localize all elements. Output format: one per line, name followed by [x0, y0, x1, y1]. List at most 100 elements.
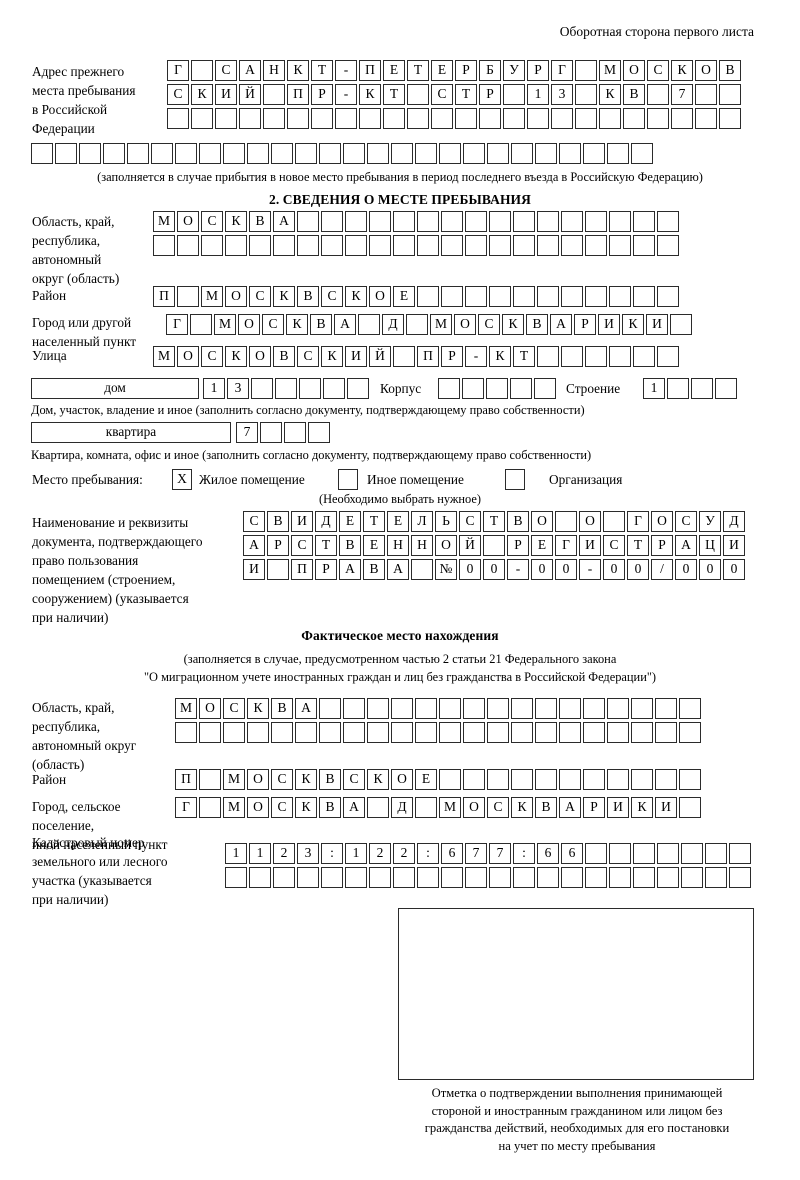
character-cell[interactable]: К: [287, 60, 309, 81]
character-cell[interactable]: И: [598, 314, 620, 335]
character-cell[interactable]: Г: [167, 60, 189, 81]
character-cell[interactable]: [486, 378, 508, 399]
character-cell[interactable]: [503, 84, 525, 105]
character-cell[interactable]: [585, 211, 607, 232]
character-cell[interactable]: [623, 108, 645, 129]
character-cell[interactable]: [657, 867, 679, 888]
character-cell[interactable]: [657, 843, 679, 864]
character-cell[interactable]: [585, 346, 607, 367]
character-cell[interactable]: [719, 108, 741, 129]
character-cell[interactable]: [199, 722, 221, 743]
character-cell[interactable]: Р: [527, 60, 549, 81]
character-cell[interactable]: [225, 867, 247, 888]
character-cell[interactable]: [415, 143, 437, 164]
character-cell[interactable]: 1: [203, 378, 225, 399]
character-cell[interactable]: 0: [459, 559, 481, 580]
character-cell[interactable]: [367, 698, 389, 719]
character-cell[interactable]: [417, 867, 439, 888]
character-cell[interactable]: [199, 769, 221, 790]
character-cell[interactable]: Е: [363, 535, 385, 556]
character-cell[interactable]: У: [699, 511, 721, 532]
character-cell[interactable]: С: [262, 314, 284, 335]
character-cell[interactable]: А: [295, 698, 317, 719]
character-cell[interactable]: [691, 378, 713, 399]
character-cell[interactable]: [391, 143, 413, 164]
character-cell[interactable]: [343, 722, 365, 743]
character-cell[interactable]: [199, 143, 221, 164]
character-cell[interactable]: П: [359, 60, 381, 81]
character-cell[interactable]: [415, 797, 437, 818]
character-cell[interactable]: [679, 698, 701, 719]
character-cell[interactable]: [463, 722, 485, 743]
character-cell[interactable]: [511, 698, 533, 719]
character-cell[interactable]: /: [651, 559, 673, 580]
character-cell[interactable]: 0: [699, 559, 721, 580]
character-cell[interactable]: Н: [411, 535, 433, 556]
character-cell[interactable]: [655, 769, 677, 790]
character-cell[interactable]: М: [439, 797, 461, 818]
character-cell[interactable]: [393, 211, 415, 232]
character-cell[interactable]: [695, 84, 717, 105]
character-cell[interactable]: К: [345, 286, 367, 307]
character-cell[interactable]: [609, 346, 631, 367]
character-cell[interactable]: С: [321, 286, 343, 307]
character-cell[interactable]: Д: [723, 511, 745, 532]
character-cell[interactable]: [393, 867, 415, 888]
character-cell[interactable]: [251, 378, 273, 399]
character-cell[interactable]: [31, 143, 53, 164]
character-cell[interactable]: [177, 286, 199, 307]
character-cell[interactable]: П: [153, 286, 175, 307]
character-cell[interactable]: [695, 108, 717, 129]
character-cell[interactable]: П: [417, 346, 439, 367]
character-cell[interactable]: С: [243, 511, 265, 532]
character-cell[interactable]: [439, 769, 461, 790]
character-cell[interactable]: С: [343, 769, 365, 790]
character-cell[interactable]: [537, 235, 559, 256]
character-cell[interactable]: К: [489, 346, 511, 367]
character-cell[interactable]: -: [335, 60, 357, 81]
character-cell[interactable]: [489, 235, 511, 256]
character-cell[interactable]: [657, 286, 679, 307]
character-cell[interactable]: [719, 84, 741, 105]
character-cell[interactable]: В: [319, 797, 341, 818]
character-cell[interactable]: Д: [315, 511, 337, 532]
character-cell[interactable]: С: [487, 797, 509, 818]
character-cell[interactable]: И: [579, 535, 601, 556]
character-cell[interactable]: Е: [431, 60, 453, 81]
character-cell[interactable]: [487, 769, 509, 790]
character-cell[interactable]: [527, 108, 549, 129]
character-cell[interactable]: Т: [311, 60, 333, 81]
character-cell[interactable]: [127, 143, 149, 164]
character-cell[interactable]: О: [651, 511, 673, 532]
character-cell[interactable]: [249, 867, 271, 888]
character-cell[interactable]: Г: [166, 314, 188, 335]
character-cell[interactable]: М: [214, 314, 236, 335]
character-cell[interactable]: [609, 867, 631, 888]
character-cell[interactable]: Р: [583, 797, 605, 818]
character-cell[interactable]: С: [201, 346, 223, 367]
character-cell[interactable]: [489, 286, 511, 307]
character-cell[interactable]: [415, 698, 437, 719]
character-cell[interactable]: Ц: [699, 535, 721, 556]
character-cell[interactable]: [537, 286, 559, 307]
character-cell[interactable]: 1: [249, 843, 271, 864]
character-cell[interactable]: [633, 867, 655, 888]
character-cell[interactable]: К: [225, 346, 247, 367]
character-cell[interactable]: [559, 722, 581, 743]
character-cell[interactable]: 0: [531, 559, 553, 580]
character-cell[interactable]: А: [550, 314, 572, 335]
character-cell[interactable]: [199, 797, 221, 818]
character-cell[interactable]: В: [363, 559, 385, 580]
character-cell[interactable]: М: [599, 60, 621, 81]
character-cell[interactable]: 0: [627, 559, 649, 580]
character-cell[interactable]: [463, 769, 485, 790]
character-cell[interactable]: С: [249, 286, 271, 307]
character-cell[interactable]: -: [579, 559, 601, 580]
character-cell[interactable]: И: [291, 511, 313, 532]
character-cell[interactable]: [511, 143, 533, 164]
character-cell[interactable]: О: [199, 698, 221, 719]
character-cell[interactable]: [369, 867, 391, 888]
character-cell[interactable]: О: [579, 511, 601, 532]
character-cell[interactable]: П: [175, 769, 197, 790]
character-cell[interactable]: [462, 378, 484, 399]
